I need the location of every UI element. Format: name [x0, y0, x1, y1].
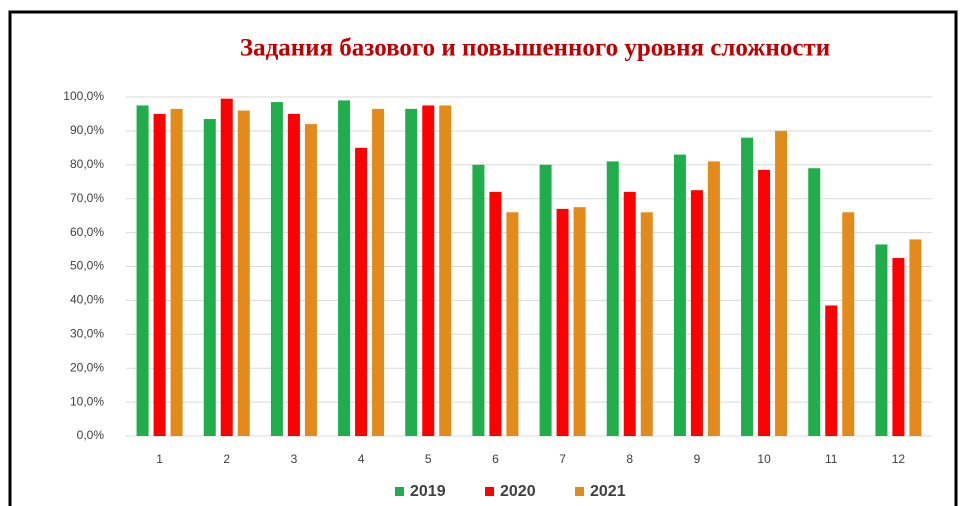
- x-tick-label: 6: [492, 452, 499, 466]
- bar: [304, 124, 317, 437]
- x-tick-label: 5: [425, 452, 432, 466]
- bar: [203, 119, 216, 436]
- bar: [707, 161, 720, 436]
- bar: [775, 130, 788, 436]
- y-tick-label: 30,0%: [70, 326, 104, 340]
- bar: [506, 212, 519, 436]
- bar: [170, 108, 183, 437]
- x-tick-label: 1: [156, 452, 163, 466]
- bar: [355, 147, 368, 436]
- bar: [556, 208, 569, 436]
- bar: [287, 113, 300, 436]
- legend-swatch: [485, 487, 494, 496]
- bar: [422, 105, 435, 436]
- y-tick-label: 80,0%: [70, 157, 104, 171]
- bar: [472, 164, 485, 437]
- x-tick-label: 3: [291, 452, 298, 466]
- legend-swatch: [395, 487, 404, 496]
- legend-label: 2021: [590, 483, 626, 500]
- bar: [825, 305, 838, 436]
- frame: [8, 10, 958, 506]
- x-tick-label: 4: [358, 452, 365, 466]
- bar: [673, 154, 686, 436]
- x-tick-label: 11: [825, 452, 838, 466]
- bar: [892, 258, 905, 436]
- chart-title: Задания базового и повышенного уровня сл…: [240, 35, 830, 62]
- bar: [690, 190, 703, 436]
- bar: [606, 161, 619, 436]
- bar: [405, 108, 418, 437]
- legend-label: 2019: [410, 483, 446, 500]
- bar: [623, 191, 636, 436]
- y-tick-label: 40,0%: [70, 293, 104, 307]
- legend-label: 2020: [500, 483, 536, 500]
- bar: [372, 108, 385, 437]
- bar: [489, 191, 502, 436]
- bar: [136, 105, 149, 436]
- y-tick-label: 70,0%: [70, 191, 104, 205]
- x-tick-label: 10: [757, 452, 771, 466]
- bar: [220, 98, 233, 436]
- bar: [573, 207, 586, 436]
- bar: [338, 100, 351, 436]
- x-tick-label: 12: [892, 452, 906, 466]
- y-tick-label: 20,0%: [70, 360, 104, 374]
- y-tick-label: 100,0%: [63, 89, 104, 103]
- x-tick-label: 9: [694, 452, 701, 466]
- bar: [539, 164, 552, 437]
- x-tick-label: 8: [626, 452, 633, 466]
- y-tick-label: 90,0%: [70, 123, 104, 137]
- y-tick-label: 50,0%: [70, 259, 104, 273]
- bar: [741, 137, 754, 436]
- y-tick-label: 60,0%: [70, 225, 104, 239]
- legend-swatch: [575, 487, 584, 496]
- bar: [842, 212, 855, 436]
- y-tick-label: 0,0%: [77, 428, 105, 442]
- bar: [237, 110, 250, 436]
- bar: [640, 212, 653, 436]
- x-tick-label: 2: [223, 452, 230, 466]
- bar: [439, 105, 452, 436]
- bar: [909, 239, 922, 436]
- bar: [153, 113, 166, 436]
- bar: [758, 169, 771, 436]
- x-tick-label: 7: [559, 452, 566, 466]
- bar: [270, 102, 283, 437]
- bar: [875, 244, 888, 436]
- bar: [808, 168, 821, 436]
- y-tick-label: 10,0%: [70, 394, 104, 408]
